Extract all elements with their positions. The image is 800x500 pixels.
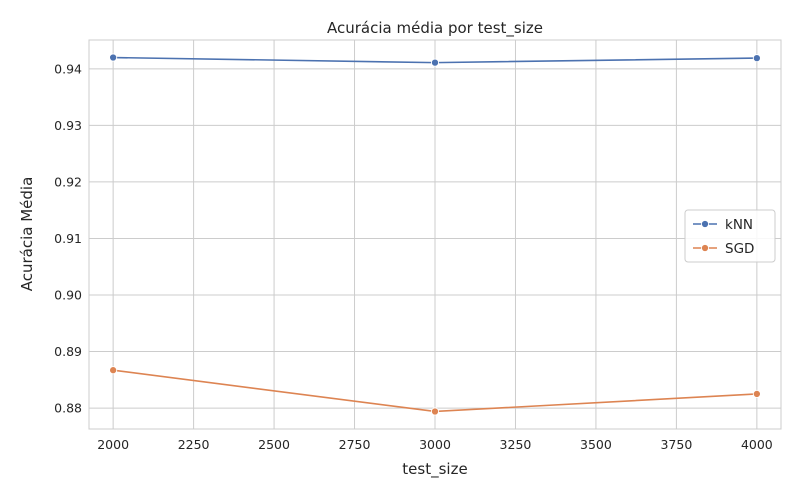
x-tick-label: 2000 [97,437,129,452]
y-tick-labels: 0.88 0.89 0.90 0.91 0.92 0.93 0.94 [54,61,82,415]
y-tick-label: 0.90 [54,287,82,302]
x-tick-labels: 2000 2250 2500 2750 3000 3250 3500 3750 4000 [97,437,773,452]
x-tick-label: 2500 [258,437,290,452]
x-tick-label: 2250 [178,437,210,452]
legend: kNN SGD [684,209,776,263]
y-tick-label: 0.92 [54,174,82,189]
x-tick-label: 3500 [580,437,612,452]
data-point-knn [109,53,118,62]
data-point-knn [752,54,761,63]
x-axis-label: test_size [402,460,467,479]
data-point-knn [430,58,440,67]
data-point-sgd [430,407,440,416]
x-tick-label: 3250 [500,437,532,452]
legend-label-sgd: SGD [725,241,754,257]
data-point-sgd [752,389,761,398]
y-tick-label: 0.93 [54,118,82,133]
legend-marker-knn [700,219,710,229]
plot-area-frame [88,39,782,430]
y-axis-label: Acurácia Média [18,177,36,292]
x-tick-label: 3000 [419,437,451,452]
x-tick-label: 2750 [339,437,371,452]
chart-title: Acurácia média por test_size [327,19,543,38]
y-tick-label: 0.88 [54,401,82,416]
grid [89,40,781,429]
legend-marker-sgd [700,243,710,253]
x-tick-label: 4000 [741,437,773,452]
data-point-sgd [109,366,118,375]
series-group [109,53,761,416]
y-tick-label: 0.89 [54,344,82,359]
y-tick-label: 0.94 [54,61,82,76]
x-tick-label: 3750 [660,437,692,452]
legend-label-knn: kNN [725,217,753,233]
y-tick-label: 0.91 [54,231,82,246]
